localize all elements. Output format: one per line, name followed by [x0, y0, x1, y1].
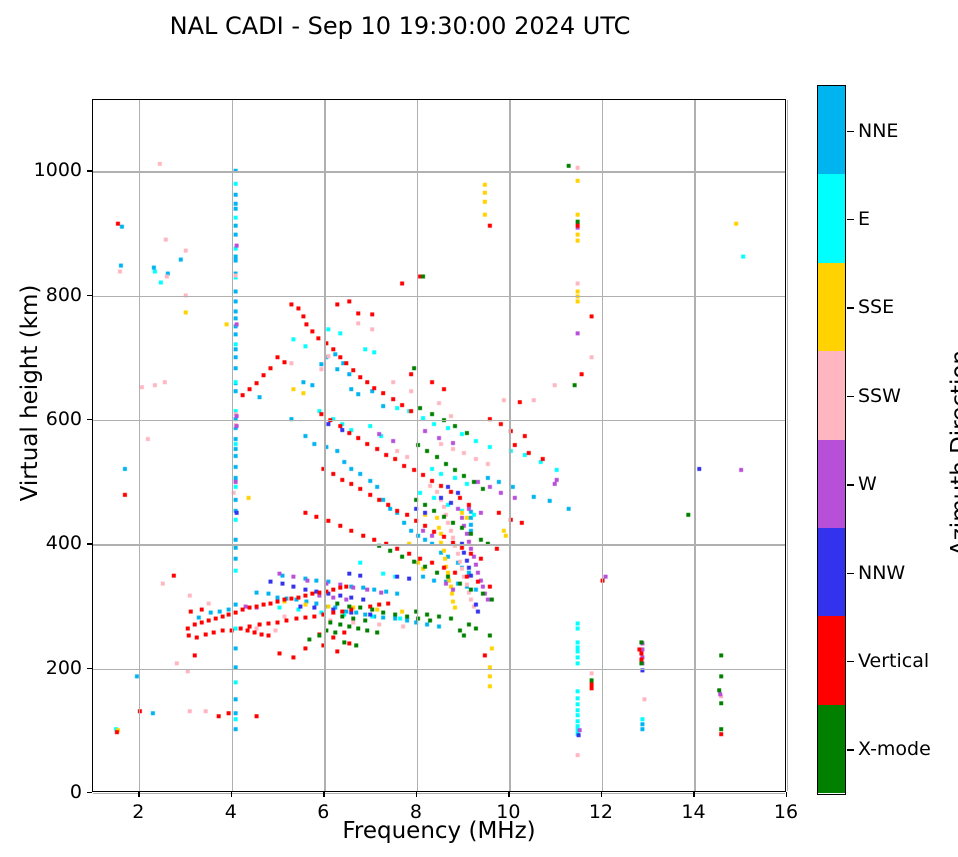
gridline-vertical [694, 100, 696, 791]
y-tick-mark [87, 543, 92, 545]
x-tick-mark [693, 792, 695, 797]
y-tick-mark [87, 419, 92, 421]
colorbar-segment-ssw [818, 351, 845, 440]
y-tick-mark [87, 792, 92, 794]
gridline-vertical [787, 100, 789, 791]
colorbar-tick [847, 484, 854, 486]
y-tick-mark [87, 170, 92, 172]
x-tick-label: 10 [496, 801, 521, 823]
y-tick-label: 400 [45, 532, 82, 555]
x-tick-mark [138, 792, 140, 797]
page-title: NAL CADI - Sep 10 19:30:00 2024 UTC [169, 12, 631, 40]
colorbar-tick [847, 572, 854, 574]
y-tick-label: 200 [45, 656, 82, 679]
gridline-horizontal [93, 171, 785, 173]
gridline-horizontal [93, 793, 785, 795]
plot-area [92, 99, 789, 795]
scatter-canvas [93, 100, 785, 791]
x-tick-mark [600, 792, 603, 797]
colorbar-segment-vertical [818, 616, 845, 705]
gridline-vertical [509, 100, 511, 791]
x-tick-label: 8 [409, 801, 422, 823]
colorbar-label-x-mode: X-mode [858, 738, 931, 761]
colorbar-segment-nne [818, 86, 845, 175]
gridline-vertical [324, 100, 326, 791]
colorbar-label-nnw: NNW [858, 561, 906, 584]
y-axis-label: Virtual height (km) [17, 284, 43, 502]
y-tick-label: 800 [45, 283, 82, 306]
x-tick-mark [415, 792, 418, 797]
colorbar-title: Azimuth Direction [947, 350, 958, 556]
y-tick-mark [87, 667, 92, 670]
colorbar-tick [847, 307, 854, 309]
gridline-horizontal [93, 295, 785, 297]
x-tick-label: 14 [681, 801, 706, 823]
x-tick-label: 6 [317, 801, 330, 823]
colorbar-label-e: E [858, 208, 871, 230]
x-tick-label: 16 [773, 801, 799, 823]
colorbar-tick [847, 395, 854, 398]
y-tick-label: 600 [45, 408, 82, 431]
colorbar-tick [847, 749, 854, 751]
colorbar-label-nne: NNE [858, 119, 899, 142]
x-tick-label: 2 [132, 801, 145, 823]
colorbar-tick [847, 661, 854, 663]
x-tick-mark [323, 792, 325, 797]
gridline-horizontal [93, 420, 785, 422]
x-axis-label: Frequency (MHz) [342, 818, 536, 844]
gridline-vertical [139, 100, 141, 791]
gridline-vertical [231, 100, 233, 791]
gridline-vertical [601, 100, 604, 791]
y-tick-label: 0 [69, 781, 82, 803]
colorbar-segment-x-mode [818, 704, 845, 794]
colorbar-label-ssw: SSW [858, 384, 901, 407]
colorbar-tick [847, 130, 854, 132]
colorbar [817, 85, 846, 795]
colorbar-segment-sse [818, 262, 845, 352]
gridline-vertical [416, 100, 419, 791]
colorbar-segment-e [818, 174, 845, 263]
x-tick-mark [230, 792, 233, 797]
colorbar-label-w: W [858, 473, 877, 496]
x-tick-label: 12 [588, 801, 614, 823]
gridline-horizontal [93, 668, 785, 670]
colorbar-label-vertical: Vertical [858, 650, 930, 672]
gridline-horizontal [93, 544, 785, 546]
x-tick-label: 4 [224, 801, 237, 823]
y-tick-mark [87, 294, 92, 297]
y-tick-label: 1000 [33, 159, 82, 182]
colorbar-segment-nnw [818, 527, 845, 617]
x-tick-mark [508, 792, 510, 797]
x-tick-mark [786, 792, 788, 797]
colorbar-segment-w [818, 439, 845, 528]
colorbar-label-sse: SSE [858, 296, 895, 319]
colorbar-tick [847, 219, 854, 221]
